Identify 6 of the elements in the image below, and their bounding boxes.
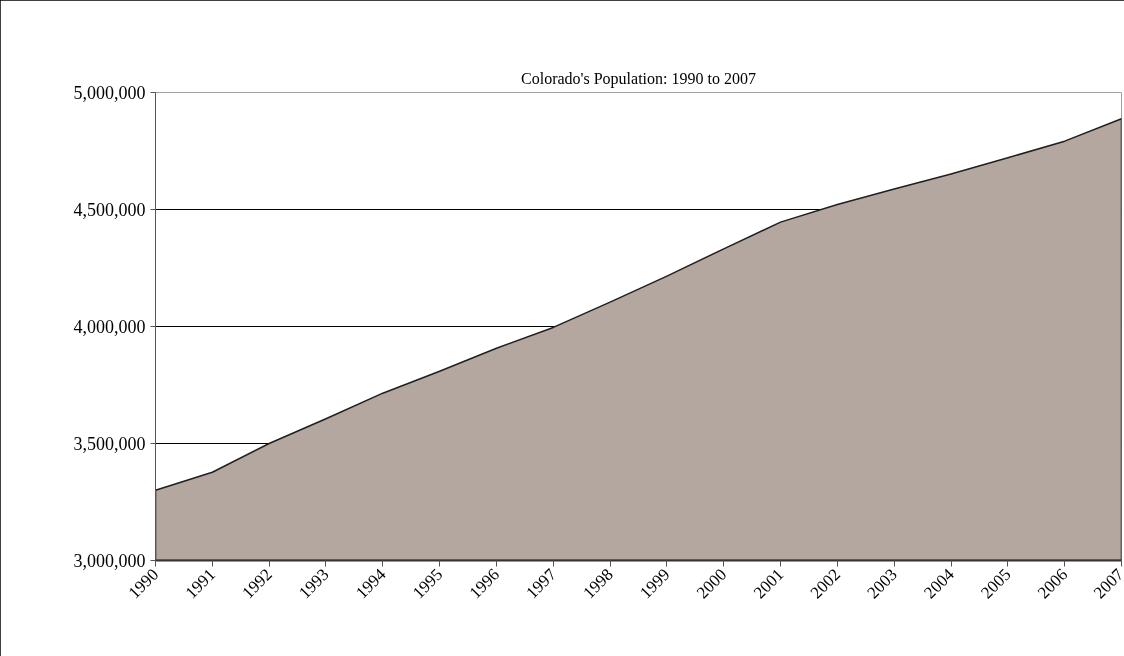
y-tick-label: 3,000,000 [73,551,146,571]
y-tick-label: 4,000,000 [73,317,146,337]
y-tick-label: 5,000,000 [73,83,146,103]
y-tick-label: 3,500,000 [73,434,146,454]
chart-title: Colorado's Population: 1990 to 2007 [521,69,756,88]
y-tick-label: 4,500,000 [73,200,146,220]
